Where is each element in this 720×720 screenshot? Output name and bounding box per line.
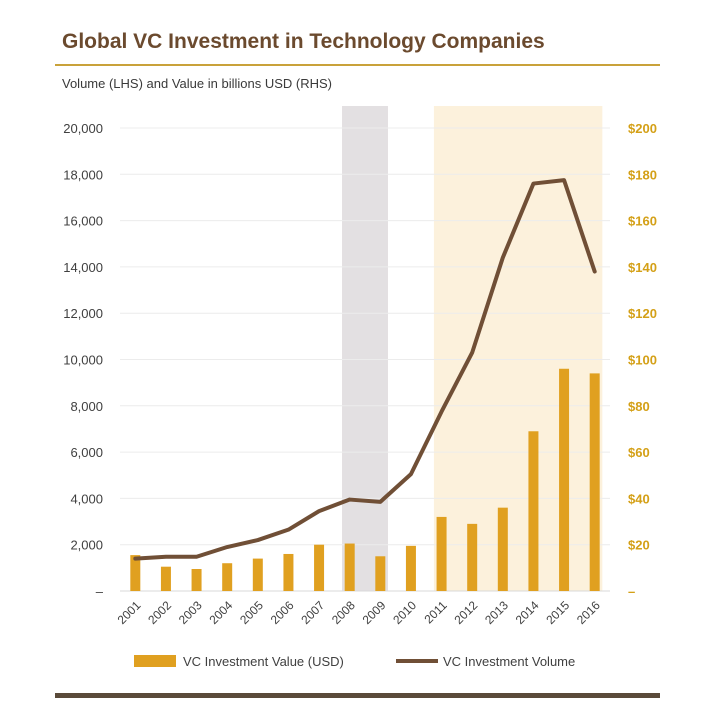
legend-bar-swatch <box>134 655 176 667</box>
y-left-tick-label: 20,000 <box>63 121 103 136</box>
legend-label: VC Investment Volume <box>443 654 575 669</box>
x-tick-label: 2002 <box>145 598 174 627</box>
x-tick-label: 2001 <box>115 598 144 627</box>
bar <box>467 523 478 591</box>
x-tick-label: 2006 <box>268 598 297 627</box>
bar <box>252 558 263 591</box>
x-tick-label: 2011 <box>422 598 450 626</box>
x-tick-label: 2016 <box>574 598 603 627</box>
bottom-divider <box>55 693 660 698</box>
recession-shaded-band <box>342 106 388 591</box>
y-right-tick-label: $180 <box>628 167 657 182</box>
y-left-tick-label: 10,000 <box>63 353 103 368</box>
y-right-tick-label: $120 <box>628 306 657 321</box>
bar <box>222 563 233 591</box>
y-right-tick-label: $20 <box>628 538 650 553</box>
y-left-tick-label: 8,000 <box>70 399 103 414</box>
y-left-tick-label: 6,000 <box>70 445 103 460</box>
x-tick-label: 2010 <box>390 598 419 627</box>
volume-line <box>133 178 597 561</box>
y-left-tick-label: – <box>96 584 104 599</box>
y-left-tick-label: 4,000 <box>70 491 103 506</box>
y-right-tick-label: $160 <box>628 214 657 229</box>
y-left-tick-label: 16,000 <box>63 214 103 229</box>
chart-subtitle: Volume (LHS) and Value in billions USD (… <box>62 76 332 91</box>
bar <box>497 507 508 591</box>
y-left-tick-label: 18,000 <box>63 167 103 182</box>
bar <box>130 555 141 591</box>
y-right-tick-label: $100 <box>628 353 657 368</box>
y-left-tick-label: 14,000 <box>63 260 103 275</box>
y-left-tick-label: 2,000 <box>70 538 103 553</box>
bar <box>589 373 600 591</box>
y-right-tick-label: $60 <box>628 445 650 460</box>
bar <box>160 566 171 591</box>
bar <box>405 545 416 591</box>
bar <box>344 543 355 591</box>
x-tick-label: 2009 <box>360 598 389 627</box>
y-right-tick-label: $80 <box>628 399 650 414</box>
bar <box>283 553 294 591</box>
bar <box>528 431 539 591</box>
y-left-tick-label: 12,000 <box>63 306 103 321</box>
growth-shaded-band <box>433 106 603 591</box>
x-tick-label: 2012 <box>452 598 481 627</box>
y-right-tick-label: $200 <box>628 121 657 136</box>
bar <box>191 569 202 591</box>
x-tick-label: 2003 <box>176 598 205 627</box>
chart-title: Global VC Investment in Technology Compa… <box>62 30 545 53</box>
y-right-tick-label: $140 <box>628 260 657 275</box>
bar <box>436 516 447 591</box>
x-tick-label: 2015 <box>543 598 572 627</box>
bar <box>559 368 570 591</box>
x-tick-label: 2014 <box>513 598 542 627</box>
bar <box>314 544 325 591</box>
legend-label: VC Investment Value (USD) <box>183 654 344 669</box>
x-tick-label: 2008 <box>329 598 358 627</box>
title-divider <box>55 64 660 66</box>
x-tick-label: 2013 <box>482 598 511 627</box>
x-tick-label: 2005 <box>237 598 266 627</box>
x-tick-label: 2007 <box>298 598 327 627</box>
bar <box>375 556 386 591</box>
y-right-tick-label: – <box>628 584 635 599</box>
y-right-tick-label: $40 <box>628 491 650 506</box>
x-tick-label: 2004 <box>207 598 236 627</box>
